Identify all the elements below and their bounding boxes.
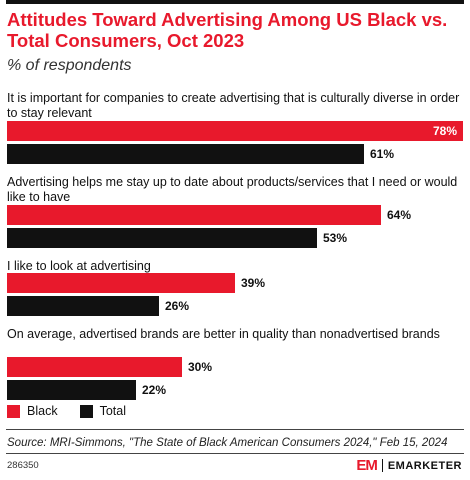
legend: Black Total (7, 404, 148, 418)
bar-value-label: 61% (370, 147, 395, 161)
category-label: It is important for companies to create … (7, 91, 460, 120)
source-note: Source: MRI-Simmons, "The State of Black… (7, 437, 448, 449)
legend-label-black: Black (27, 404, 58, 418)
chart-title: Attitudes Toward Advertising Among US Bl… (7, 9, 448, 51)
bar-value-label: 78% (432, 124, 457, 138)
category-label: On average, advertised brands are better… (7, 327, 440, 341)
footer-divider (6, 453, 464, 454)
bar-value-label: 22% (142, 383, 167, 397)
legend-swatch-total (79, 404, 93, 418)
legend-item-total: Total (79, 404, 126, 418)
logo-divider (381, 459, 383, 472)
top-rule (6, 0, 464, 4)
source-divider (6, 429, 464, 430)
em-logo-icon: EM (356, 457, 377, 474)
bar-value-label: 39% (241, 276, 266, 290)
bar-black (7, 273, 235, 293)
bar-black (7, 205, 381, 225)
bar-value-label: 53% (323, 231, 348, 245)
bar-value-label: 64% (387, 208, 412, 222)
chart-id: 286350 (7, 460, 39, 471)
bar-total (7, 228, 317, 248)
bar-total (7, 380, 136, 400)
bar-total (7, 144, 364, 164)
bar-total (7, 296, 159, 316)
category-label: I like to look at advertising (7, 259, 151, 273)
bar-black (7, 121, 463, 141)
legend-item-black: Black (7, 404, 58, 418)
bar-black (7, 357, 182, 377)
legend-label-total: Total (99, 404, 126, 418)
bar-value-label: 26% (165, 299, 190, 313)
chart-subtitle: % of respondents (7, 57, 132, 74)
category-label: Advertising helps me stay up to date abo… (7, 175, 458, 204)
legend-swatch-black (7, 404, 20, 418)
brand-name: EMARKETER (387, 459, 462, 472)
bar-value-label: 30% (188, 360, 213, 374)
emarketer-logo: EM EMARKETER (356, 457, 462, 474)
